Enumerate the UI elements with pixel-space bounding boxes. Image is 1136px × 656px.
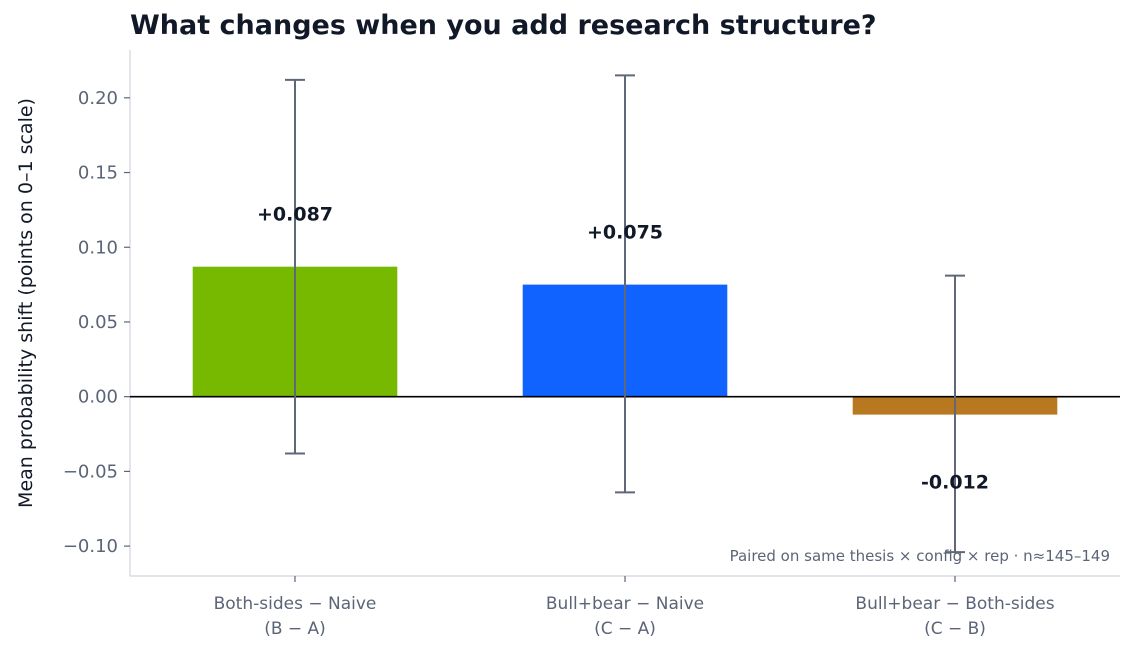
category-label-line2: (C − A)	[594, 619, 656, 639]
category-label-line1: Both-sides − Naive	[214, 594, 377, 614]
category-label-line1: Bull+bear − Both-sides	[855, 594, 1054, 614]
y-tick-label: 0.05	[78, 312, 118, 333]
y-tick-label: −0.05	[63, 461, 118, 482]
sample-note: Paired on same thesis × config × rep · n…	[730, 547, 1110, 565]
chart-title: What changes when you add research struc…	[130, 10, 877, 41]
y-tick-label: 0.10	[78, 237, 118, 258]
data-label-3: -0.012	[921, 472, 989, 494]
category-label-line2: (C − B)	[924, 619, 986, 639]
y-tick-label: 0.00	[78, 387, 118, 408]
data-label-2: +0.075	[587, 222, 663, 244]
category-label-line1: Bull+bear − Naive	[546, 594, 704, 614]
y-tick-label: 0.20	[78, 88, 118, 109]
category-label-line2: (B − A)	[264, 619, 326, 639]
data-label-1: +0.087	[257, 204, 333, 226]
y-tick-label: 0.15	[78, 163, 118, 184]
y-axis-label: Mean probability shift (points on 0–1 sc…	[15, 98, 37, 508]
y-tick-label: −0.10	[63, 536, 118, 557]
